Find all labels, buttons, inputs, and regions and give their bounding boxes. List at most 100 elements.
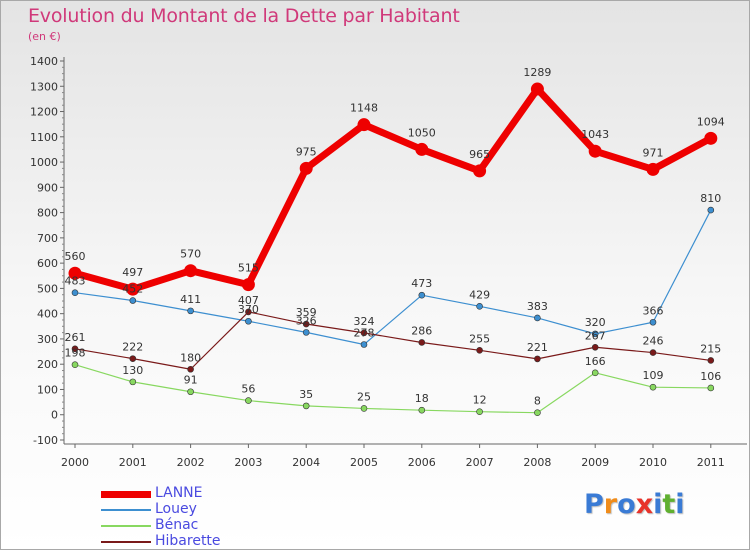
x-tick-label: 2002	[177, 456, 205, 469]
data-point-louey	[129, 297, 137, 304]
data-point-hibarette	[534, 355, 541, 363]
y-tick-label: 100	[37, 383, 58, 396]
legend-swatch	[101, 525, 151, 527]
y-tick-label: 1100	[30, 131, 58, 144]
data-label-benac: 130	[122, 364, 143, 377]
logo-letter: t	[662, 489, 676, 520]
data-point-lanne	[704, 131, 718, 145]
x-tick-label: 2004	[292, 456, 320, 469]
data-label-hibarette: 215	[700, 342, 721, 355]
data-label-louey: 326	[296, 314, 317, 327]
legend-label: LANNE	[155, 485, 203, 501]
data-point-lanne	[357, 118, 371, 132]
data-label-louey: 320	[585, 316, 606, 329]
data-point-hibarette	[418, 339, 426, 346]
x-tick-label: 2009	[581, 456, 609, 469]
y-tick-label: 800	[37, 207, 58, 220]
data-point-hibarette	[649, 349, 657, 356]
legend-label: Hibarette	[155, 533, 221, 549]
data-label-lanne: 497	[122, 266, 143, 279]
data-point-lanne	[473, 164, 487, 178]
data-label-lanne: 965	[469, 148, 490, 161]
legend-swatch	[101, 490, 151, 498]
data-point-lanne	[646, 162, 660, 176]
data-point-benac	[591, 369, 599, 377]
data-point-benac	[302, 402, 310, 410]
x-tick-label: 2000	[61, 456, 89, 469]
data-label-hibarette: 222	[122, 341, 143, 354]
y-tick-label: 1300	[30, 80, 58, 93]
y-tick-label: 700	[37, 232, 58, 245]
legend-swatch	[101, 541, 151, 543]
legend-label: Louey	[155, 501, 197, 517]
data-point-louey	[534, 314, 541, 322]
data-point-louey	[360, 341, 368, 348]
data-point-hibarette	[71, 345, 79, 353]
data-point-hibarette	[129, 355, 137, 362]
data-point-benac	[360, 405, 368, 412]
data-label-hibarette: 359	[296, 306, 317, 319]
data-point-hibarette	[707, 357, 715, 364]
data-point-lanne	[126, 282, 140, 296]
logo-letter: x	[635, 489, 654, 520]
data-label-louey: 473	[411, 277, 432, 290]
data-label-lanne: 971	[643, 146, 664, 159]
y-tick-label: 1000	[30, 156, 58, 169]
x-tick-label: 2003	[234, 456, 262, 469]
data-point-louey	[418, 291, 426, 299]
x-tick-label: 2008	[523, 456, 551, 469]
data-point-lanne	[530, 82, 544, 96]
data-point-louey	[591, 330, 599, 338]
data-label-hibarette: 180	[180, 351, 201, 364]
data-label-louey: 452	[122, 283, 143, 296]
data-label-lanne: 1094	[697, 115, 725, 128]
data-point-benac	[129, 378, 137, 386]
data-label-benac: 8	[534, 395, 541, 408]
x-tick-label: 2001	[119, 456, 147, 469]
chart-title: Evolution du Montant de la Dette par Hab…	[28, 5, 460, 27]
data-label-lanne: 570	[180, 248, 201, 261]
series-line-hibarette	[74, 311, 712, 370]
data-label-louey: 411	[180, 293, 201, 306]
data-point-louey	[187, 307, 194, 315]
logo-letter: P	[584, 489, 604, 520]
data-point-hibarette	[476, 347, 483, 354]
data-point-lanne	[299, 161, 313, 175]
data-label-benac: 18	[415, 392, 429, 405]
series-line-louey	[74, 209, 712, 346]
data-point-hibarette	[245, 308, 252, 316]
y-tick-label: 0	[51, 409, 58, 422]
y-tick-label: 200	[37, 358, 58, 371]
data-point-louey	[71, 289, 79, 296]
data-label-benac: 91	[184, 374, 198, 387]
chart-subtitle: (en €)	[28, 30, 61, 43]
data-label-lanne: 975	[296, 145, 317, 158]
x-tick-label: 2005	[350, 456, 378, 469]
data-point-louey	[476, 303, 483, 310]
data-point-hibarette	[360, 329, 368, 337]
data-label-benac: 106	[700, 370, 721, 383]
data-point-lanne	[415, 142, 429, 156]
data-point-benac	[187, 388, 194, 396]
data-label-hibarette: 255	[469, 332, 490, 345]
logo-letter: i	[675, 489, 685, 520]
data-label-lanne: 1050	[408, 126, 436, 139]
data-label-louey: 483	[65, 275, 86, 288]
data-point-lanne	[68, 266, 82, 280]
data-point-benac	[418, 406, 426, 414]
data-point-hibarette	[591, 343, 599, 351]
x-tick-label: 2007	[466, 456, 494, 469]
series-line-lanne	[71, 85, 715, 293]
y-tick-label: 400	[37, 308, 58, 321]
logo-letter: i	[653, 489, 663, 520]
data-label-louey: 370	[238, 303, 259, 316]
data-label-louey: 366	[643, 304, 664, 317]
data-label-hibarette: 261	[65, 331, 86, 344]
data-label-benac: 12	[473, 394, 487, 407]
x-tick-label: 2006	[408, 456, 436, 469]
data-label-benac: 25	[357, 390, 371, 403]
data-point-benac	[245, 397, 252, 404]
legend-label: Bénac	[155, 517, 199, 533]
